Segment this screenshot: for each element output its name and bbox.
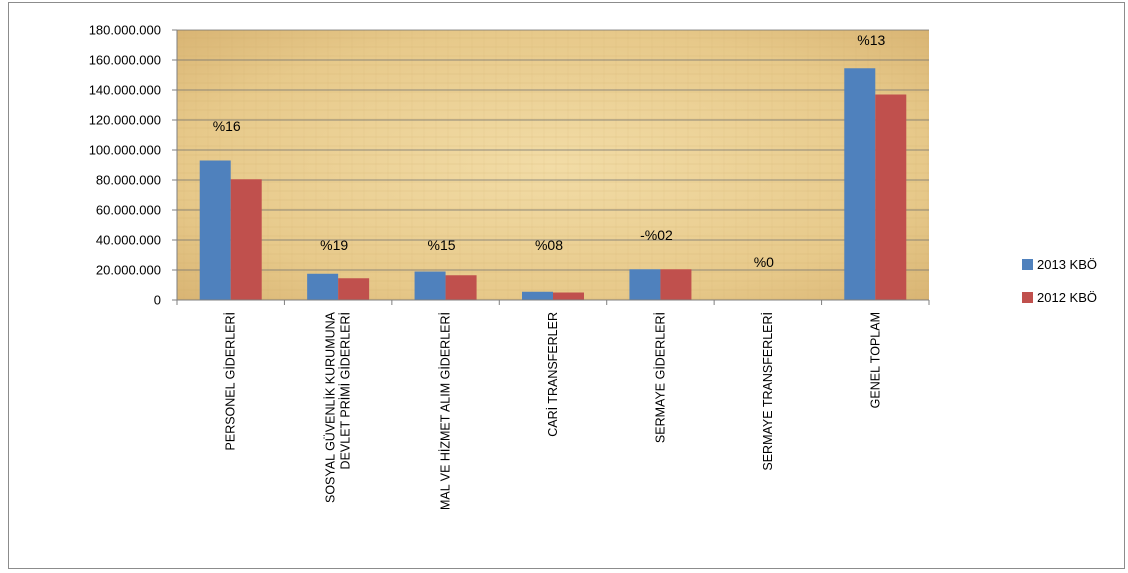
bar: [445, 275, 477, 300]
category-label: MAL VE HİZMET ALIM GİDERLERİ: [439, 312, 453, 510]
plot-texture: [177, 30, 929, 300]
legend-swatch: [1022, 292, 1033, 303]
bar: [338, 278, 370, 300]
category-label: CARİ TRANSFERLER: [546, 312, 560, 437]
y-tick-label: 60.000.000: [96, 203, 161, 218]
bar: [199, 160, 231, 300]
y-tick-label: 40.000.000: [96, 233, 161, 248]
bar: [844, 68, 876, 300]
bar: [414, 271, 446, 300]
category-label: PERSONEL GİDERLERİ: [224, 312, 238, 450]
legend-swatch: [1022, 259, 1033, 270]
y-tick-label: 20.000.000: [96, 263, 161, 278]
legend-label: 2013 KBÖ: [1037, 257, 1097, 272]
bar: [629, 269, 661, 300]
legend-label: 2012 KBÖ: [1037, 290, 1097, 305]
y-tick-label: 0: [154, 293, 161, 308]
data-label: %0: [754, 254, 774, 270]
data-label: -%02: [640, 227, 673, 243]
category-label: SERMAYE TRANSFERLERİ: [761, 312, 775, 471]
data-label: %08: [535, 237, 563, 253]
y-tick-label: 160.000.000: [89, 53, 161, 68]
data-label: %13: [857, 32, 885, 48]
y-tick-label: 180.000.000: [89, 23, 161, 38]
bar: [875, 94, 907, 300]
y-tick-label: 120.000.000: [89, 113, 161, 128]
bar: [230, 179, 262, 300]
category-label: SOSYAL GÜVENLİK KURUMUNA: [324, 311, 338, 503]
data-label: %16: [213, 118, 241, 134]
y-tick-label: 80.000.000: [96, 173, 161, 188]
bar: [553, 292, 584, 300]
bar: [522, 291, 553, 300]
bar: [660, 269, 692, 300]
data-label: %15: [428, 237, 456, 253]
bar: [307, 273, 339, 300]
y-tick-label: 140.000.000: [89, 83, 161, 98]
data-label: %19: [320, 237, 348, 253]
category-label: GENEL TOPLAM: [868, 312, 882, 408]
category-label: SERMAYE GİDERLERİ: [653, 312, 667, 443]
category-label: DEVLET PRİMİ GİDERLERİ: [339, 312, 353, 469]
y-tick-label: 100.000.000: [89, 143, 161, 158]
